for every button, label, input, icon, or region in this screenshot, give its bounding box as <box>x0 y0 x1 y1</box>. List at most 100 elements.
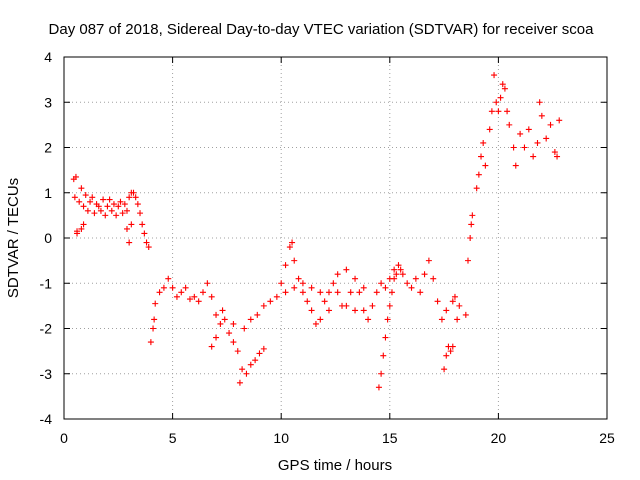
data-point <box>282 262 289 269</box>
data-point <box>391 266 398 273</box>
data-point <box>139 221 146 228</box>
data-point <box>150 325 157 332</box>
data-point <box>110 201 117 208</box>
data-point <box>104 203 111 210</box>
data-point <box>551 149 558 156</box>
data-point <box>130 189 137 196</box>
data-point <box>430 275 437 282</box>
data-point <box>213 334 220 341</box>
data-point <box>178 289 185 296</box>
data-point <box>397 266 404 273</box>
data-point <box>493 99 500 106</box>
data-point <box>321 298 328 305</box>
data-point <box>412 275 419 282</box>
data-point <box>317 316 324 323</box>
data-point <box>191 293 198 300</box>
data-point <box>382 284 389 291</box>
data-point <box>373 289 380 296</box>
data-point <box>286 244 293 251</box>
data-point <box>100 196 107 203</box>
data-point <box>388 289 395 296</box>
data-point <box>343 266 350 273</box>
data-point <box>480 139 487 146</box>
data-point <box>217 320 224 327</box>
data-point <box>89 194 96 201</box>
data-point <box>404 280 411 287</box>
data-point <box>386 302 393 309</box>
data-point <box>126 194 133 201</box>
data-point <box>115 203 122 210</box>
data-point <box>506 121 513 128</box>
data-point <box>447 348 454 355</box>
data-point <box>84 207 91 214</box>
data-point <box>141 230 148 237</box>
data-point <box>521 144 528 151</box>
data-point <box>78 225 85 232</box>
data-point <box>382 334 389 341</box>
data-point <box>469 212 476 219</box>
data-point <box>417 289 424 296</box>
data-point <box>365 316 372 323</box>
data-point <box>475 171 482 178</box>
data-point <box>195 298 202 305</box>
data-point <box>462 311 469 318</box>
data-point <box>443 352 450 359</box>
data-point <box>380 352 387 359</box>
data-point <box>143 239 150 246</box>
data-point <box>421 271 428 278</box>
data-point <box>325 307 332 314</box>
data-point <box>267 298 274 305</box>
data-point <box>219 307 226 314</box>
data-point <box>454 316 461 323</box>
data-point <box>468 221 475 228</box>
data-point <box>534 139 541 146</box>
data-point <box>308 307 315 314</box>
data-point <box>530 153 537 160</box>
y-axis-title: SDTVAR / TECUs <box>5 178 22 298</box>
data-point <box>128 221 135 228</box>
data-point <box>497 94 504 101</box>
data-point <box>547 121 554 128</box>
data-point <box>393 271 400 278</box>
data-point <box>213 311 220 318</box>
data-point <box>399 271 406 278</box>
data-point <box>113 212 120 219</box>
data-point <box>156 289 163 296</box>
y-tick-label: -4 <box>40 411 53 427</box>
data-point <box>71 194 78 201</box>
data-point <box>504 108 511 115</box>
data-point <box>317 289 324 296</box>
data-point <box>241 325 248 332</box>
axis-ticks <box>63 56 608 420</box>
data-point <box>449 343 456 350</box>
data-point <box>74 230 81 237</box>
data-point <box>186 296 193 303</box>
x-tick-label: 15 <box>382 430 398 446</box>
data-point <box>299 289 306 296</box>
data-point <box>152 300 159 307</box>
x-tick-label: 0 <box>60 430 68 446</box>
data-point <box>408 284 415 291</box>
data-point <box>82 192 89 199</box>
data-point <box>145 244 152 251</box>
data-point <box>200 289 207 296</box>
data-point <box>134 201 141 208</box>
data-point <box>308 284 315 291</box>
data-point <box>304 298 311 305</box>
data-point <box>517 130 524 137</box>
data-point <box>488 108 495 115</box>
x-axis-title: GPS time / hours <box>278 457 392 474</box>
data-point <box>482 162 489 169</box>
data-point <box>378 280 385 287</box>
data-point <box>291 284 298 291</box>
data-point <box>473 185 480 192</box>
data-point <box>260 302 267 309</box>
data-point <box>491 72 498 79</box>
data-point <box>330 280 337 287</box>
data-point <box>208 343 215 350</box>
data-point <box>106 196 113 203</box>
data-point <box>449 298 456 305</box>
data-point <box>173 293 180 300</box>
data-point <box>352 307 359 314</box>
data-point <box>356 289 363 296</box>
